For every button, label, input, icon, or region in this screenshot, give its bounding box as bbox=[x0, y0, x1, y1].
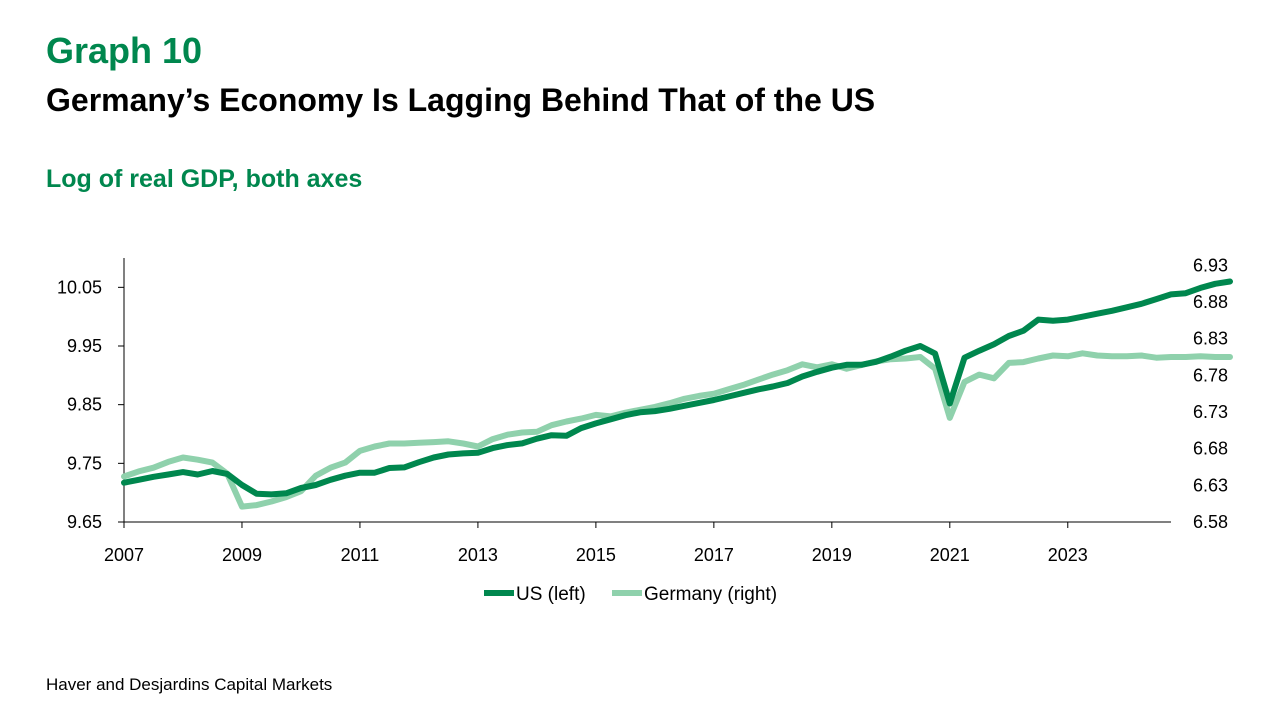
y-right-tick-label: 6.68 bbox=[1193, 439, 1228, 459]
y-right-tick-label: 6.93 bbox=[1193, 255, 1228, 275]
y-left-tick-label: 9.85 bbox=[67, 395, 102, 415]
us-series-line bbox=[121, 278, 1233, 498]
chart-lines bbox=[121, 278, 1233, 510]
legend-germany-label: Germany (right) bbox=[644, 584, 777, 605]
graph-number: Graph 10 bbox=[46, 30, 203, 71]
y-left-tick-label: 9.65 bbox=[67, 512, 102, 532]
x-tick-label: 2023 bbox=[1048, 545, 1088, 565]
y-right-tick-label: 6.83 bbox=[1193, 329, 1228, 349]
y-right-tick-label: 6.78 bbox=[1193, 365, 1228, 385]
x-tick-label: 2011 bbox=[341, 545, 380, 565]
germany-series-line bbox=[121, 350, 1233, 510]
chart-axes: 2007 2009 2011 2013 2015 2017 2019 2021 2023 9.65… bbox=[57, 255, 1228, 565]
y-left-tick-label: 9.95 bbox=[67, 336, 102, 356]
x-tick-label: 2017 bbox=[694, 545, 734, 565]
x-tick-label: 2007 bbox=[104, 545, 144, 565]
chart-title: Germany’s Economy Is Lagging Behind That… bbox=[46, 82, 876, 118]
y-right-tick-label: 6.73 bbox=[1193, 402, 1228, 422]
chart-legend: US (left) Germany (right) bbox=[484, 584, 777, 605]
y-left-tick-label: 10.05 bbox=[57, 277, 102, 297]
x-tick-label: 2015 bbox=[576, 545, 616, 565]
y-right-tick-label: 6.58 bbox=[1193, 512, 1228, 532]
x-tick-label: 2019 bbox=[812, 545, 852, 565]
y-right-tick-label: 6.63 bbox=[1193, 475, 1228, 495]
x-tick-label: 2009 bbox=[222, 545, 262, 565]
x-tick-label: 2013 bbox=[458, 545, 498, 565]
y-right-tick-label: 6.88 bbox=[1193, 292, 1228, 312]
legend-us-label: US (left) bbox=[516, 584, 586, 605]
source-note: Haver and Desjardins Capital Markets bbox=[46, 675, 333, 694]
chart-subtitle: Log of real GDP, both axes bbox=[46, 165, 363, 193]
x-tick-label: 2021 bbox=[930, 545, 970, 565]
y-left-tick-label: 9.75 bbox=[67, 453, 102, 473]
